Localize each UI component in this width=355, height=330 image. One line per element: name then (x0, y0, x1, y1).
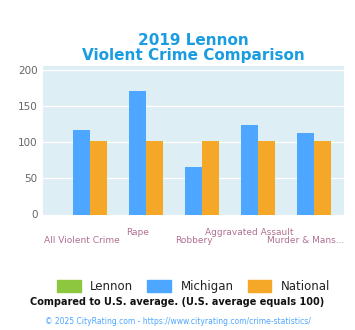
Text: All Violent Crime: All Violent Crime (44, 236, 119, 245)
Bar (258, 141, 275, 214)
Legend: Lennon, Michigan, National: Lennon, Michigan, National (52, 275, 335, 298)
Text: 2019 Lennon: 2019 Lennon (138, 33, 249, 48)
Text: Murder & Mans...: Murder & Mans... (267, 236, 344, 245)
Text: Robbery: Robbery (175, 236, 212, 245)
Bar (297, 133, 314, 214)
Bar (129, 91, 146, 214)
Bar (146, 141, 163, 214)
Bar (241, 125, 258, 214)
Text: Rape: Rape (126, 228, 149, 237)
Bar (202, 141, 219, 214)
Text: Compared to U.S. average. (U.S. average equals 100): Compared to U.S. average. (U.S. average … (31, 297, 324, 307)
Text: Aggravated Assault: Aggravated Assault (205, 228, 294, 237)
Bar (185, 167, 202, 214)
Bar (90, 141, 107, 214)
Text: © 2025 CityRating.com - https://www.cityrating.com/crime-statistics/: © 2025 CityRating.com - https://www.city… (45, 317, 310, 326)
Bar (73, 130, 90, 214)
Text: Violent Crime Comparison: Violent Crime Comparison (82, 48, 305, 63)
Bar (314, 141, 331, 214)
